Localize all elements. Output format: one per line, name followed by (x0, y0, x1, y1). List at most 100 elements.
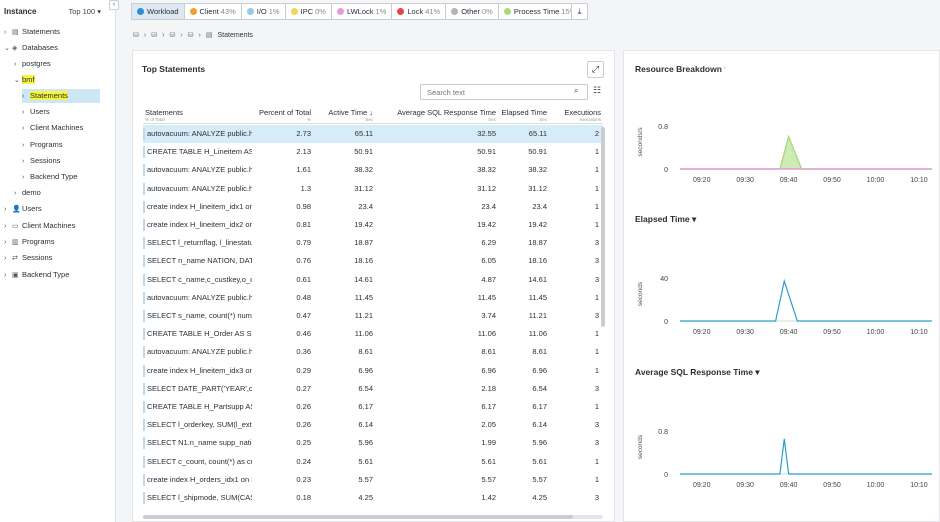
statement-text-cell[interactable]: autovacuum: ANALYZE public.h (147, 183, 252, 193)
db-icon[interactable]: ⛁ (169, 32, 176, 39)
tab-lock[interactable]: Lock 41% (392, 3, 447, 20)
tree-node[interactable]: › ▥ Programs (4, 235, 112, 249)
table-row[interactable]: create index H_orders_idx1 on H 0.23 5.57 5… (143, 471, 603, 489)
column-header[interactable]: Active Time ↓ Sec (313, 108, 373, 123)
table-row[interactable]: autovacuum: ANALYZE public.h 0.36 8.61 8.61… (143, 343, 603, 361)
table-row[interactable]: autovacuum: ANALYZE public.h 1.61 38.32 38.… (143, 161, 603, 179)
table-row[interactable]: SELECT l_shipmode, SUM(CASE 0.18 4.25 1.42 4… (143, 489, 603, 507)
table-row[interactable]: autovacuum: ANALYZE public.h 0.48 11.45 11.… (143, 289, 603, 307)
statement-text-cell[interactable]: SELECT N1.n_name supp_natior (147, 438, 252, 448)
statement-text-cell[interactable]: CREATE TABLE H_Lineitem AS SE (147, 147, 252, 157)
statement-text-cell[interactable]: SELECT l_orderkey, SUM(l_exter (147, 420, 252, 430)
top-n-selector[interactable]: Top 100 ▾ (68, 7, 101, 16)
statement-text-cell[interactable]: SELECT l_shipmode, SUM(CASE (147, 493, 252, 502)
statement-text-cell[interactable]: autovacuum: ANALYZE public.h (147, 292, 252, 302)
tab-client[interactable]: Client 43% (184, 3, 242, 20)
tree-node[interactable]: › ⇄ Sessions (4, 251, 112, 265)
tree-node[interactable]: › Users (22, 105, 112, 119)
info-icon[interactable]: ⁱ (724, 64, 726, 74)
chevron-down-icon[interactable]: ⌄ (14, 77, 20, 84)
avg-sql-response-title[interactable]: Average SQL Response Time ▾ (635, 367, 760, 377)
tree-node[interactable]: ⌄ ◈ Databases (4, 41, 112, 55)
statement-text-cell[interactable]: CREATE TABLE H_Order AS SELE (147, 329, 252, 339)
tab-ipc[interactable]: IPC 0% (285, 3, 332, 20)
column-header[interactable]: Elapsed Time Sec (499, 108, 547, 123)
column-header[interactable]: Average SQL Response Time Sec (375, 108, 496, 123)
statement-text-cell[interactable]: autovacuum: ANALYZE public.h (147, 165, 252, 175)
chevron-right-icon[interactable]: › (4, 255, 7, 262)
export-button[interactable]: ⤓ (571, 3, 588, 20)
tree-node[interactable]: › Programs (22, 138, 112, 152)
table-row[interactable]: SELECT n_name NATION, DATE_ 0.76 18.16 6.05… (143, 252, 603, 270)
tree-node[interactable]: › Sessions (22, 154, 112, 168)
tree-node[interactable]: › ▤ Statements (4, 25, 112, 39)
statement-text-cell[interactable]: create index H_lineitem_idx1 on (147, 201, 252, 211)
chevron-right-icon[interactable]: › (4, 206, 7, 213)
table-row[interactable]: create index H_lineitem_idx3 on 0.29 6.96 6… (143, 362, 603, 380)
tree-node[interactable]: › Statements (22, 89, 100, 103)
tree-node[interactable]: › ▣ Backend Type (4, 268, 112, 282)
statement-text-cell[interactable]: SELECT c_name,c_custkey,o_ord (147, 274, 252, 284)
table-row[interactable]: create index H_lineitem_idx2 on 0.81 19.42… (143, 216, 603, 234)
table-row[interactable]: SELECT c_name,c_custkey,o_ord 0.61 14.61 4.… (143, 271, 603, 289)
statement-text-cell[interactable]: SELECT s_name, count(*) numw (147, 311, 252, 320)
chevron-right-icon[interactable]: › (14, 190, 17, 197)
statement-text-cell[interactable]: SELECT l_returnflag, l_linestatus (147, 238, 252, 248)
statement-text-cell[interactable]: SELECT c_count, count(*) as cus (147, 456, 252, 466)
chevron-right-icon[interactable]: › (22, 174, 25, 181)
statement-text-cell[interactable]: create index H_lineitem_idx2 on (147, 220, 252, 229)
column-settings-icon[interactable]: ☷ (593, 85, 602, 95)
elapsed-time-title[interactable]: Elapsed Time ▾ (635, 214, 697, 224)
column-header[interactable]: Statements% of Total (145, 108, 183, 123)
chevron-right-icon[interactable]: › (4, 272, 7, 279)
chevron-down-icon[interactable]: ⌄ (4, 45, 10, 52)
collapse-sidebar-button[interactable]: ‹ (109, 0, 119, 10)
tab-lwlock[interactable]: LWLock 1% (331, 3, 393, 20)
table-row[interactable]: create index H_lineitem_idx1 on 0.98 23.4 2… (143, 198, 603, 216)
tree-node[interactable]: › 👤Users (4, 202, 112, 216)
chevron-right-icon[interactable]: › (14, 61, 17, 68)
statement-text-cell[interactable]: autovacuum: ANALYZE public.h (147, 347, 252, 357)
statement-text-cell[interactable]: create index H_lineitem_idx3 on (147, 365, 252, 375)
db-icon[interactable]: ⛁ (133, 32, 139, 39)
tab-process-time[interactable]: Process Time 15% (498, 3, 583, 20)
horizontal-scrollbar[interactable] (143, 515, 603, 519)
tab-i-o[interactable]: I/O 1% (241, 3, 286, 20)
table-row[interactable]: CREATE TABLE H_Lineitem AS SE 2.13 50.91 50… (143, 143, 603, 161)
chevron-right-icon[interactable]: › (22, 142, 25, 149)
tree-node[interactable]: › ▭ Client Machines (4, 219, 112, 233)
table-row[interactable]: SELECT c_count, count(*) as cus 0.24 5.61 5… (143, 453, 603, 471)
scrollbar-thumb[interactable] (143, 515, 573, 519)
chevron-right-icon[interactable]: › (22, 125, 25, 132)
column-header[interactable]: Percent of Total% (253, 108, 311, 123)
table-row[interactable]: autovacuum: ANALYZE public.h 1.3 31.12 31.1… (143, 180, 603, 198)
column-header[interactable]: Executions executions (551, 108, 601, 123)
chevron-right-icon[interactable]: › (4, 223, 7, 230)
tab-workload[interactable]: Workload (131, 3, 185, 20)
tree-node[interactable]: › Client Machines (22, 121, 112, 135)
chevron-right-icon[interactable]: › (4, 239, 7, 246)
tree-node[interactable]: ⌄ bmf (14, 73, 112, 87)
vertical-scrollbar[interactable] (601, 127, 605, 327)
table-row[interactable]: SELECT s_name, count(*) numw 0.47 11.21 3.7… (143, 307, 603, 325)
statement-text-cell[interactable]: create index H_orders_idx1 on H (147, 474, 252, 484)
statement-text-cell[interactable]: autovacuum: ANALYZE public.h (147, 129, 252, 138)
chevron-right-icon[interactable]: › (22, 109, 25, 116)
tree-node[interactable]: › demo (14, 186, 112, 200)
table-row[interactable]: CREATE TABLE H_Partsupp AS S 0.26 6.17 6.17… (143, 398, 603, 416)
search-input[interactable] (420, 84, 588, 100)
expand-icon[interactable]: ⤢ (587, 61, 604, 78)
db-icon[interactable]: ⛁ (187, 32, 194, 39)
table-row[interactable]: SELECT N1.n_name supp_natior 0.25 5.96 1.99… (143, 434, 603, 452)
table-row[interactable]: SELECT l_returnflag, l_linestatus 0.79 18.… (143, 234, 603, 252)
table-row[interactable]: SELECT DATE_PART('YEAR',o_ord 0.27 6.54 2.1… (143, 380, 603, 398)
statement-text-cell[interactable]: SELECT DATE_PART('YEAR',o_ord (147, 383, 252, 393)
chevron-right-icon[interactable]: › (22, 93, 25, 100)
tree-node[interactable]: › Backend Type (22, 170, 112, 184)
search-icon[interactable]: ⌕ (574, 86, 579, 95)
table-row[interactable]: SELECT l_orderkey, SUM(l_exter 0.26 6.14 2.… (143, 416, 603, 434)
db-icon[interactable]: ⛁ (151, 32, 158, 39)
chevron-right-icon[interactable]: › (4, 29, 7, 36)
tree-node[interactable]: › postgres (14, 57, 112, 71)
tab-other[interactable]: Other 0% (446, 3, 499, 20)
